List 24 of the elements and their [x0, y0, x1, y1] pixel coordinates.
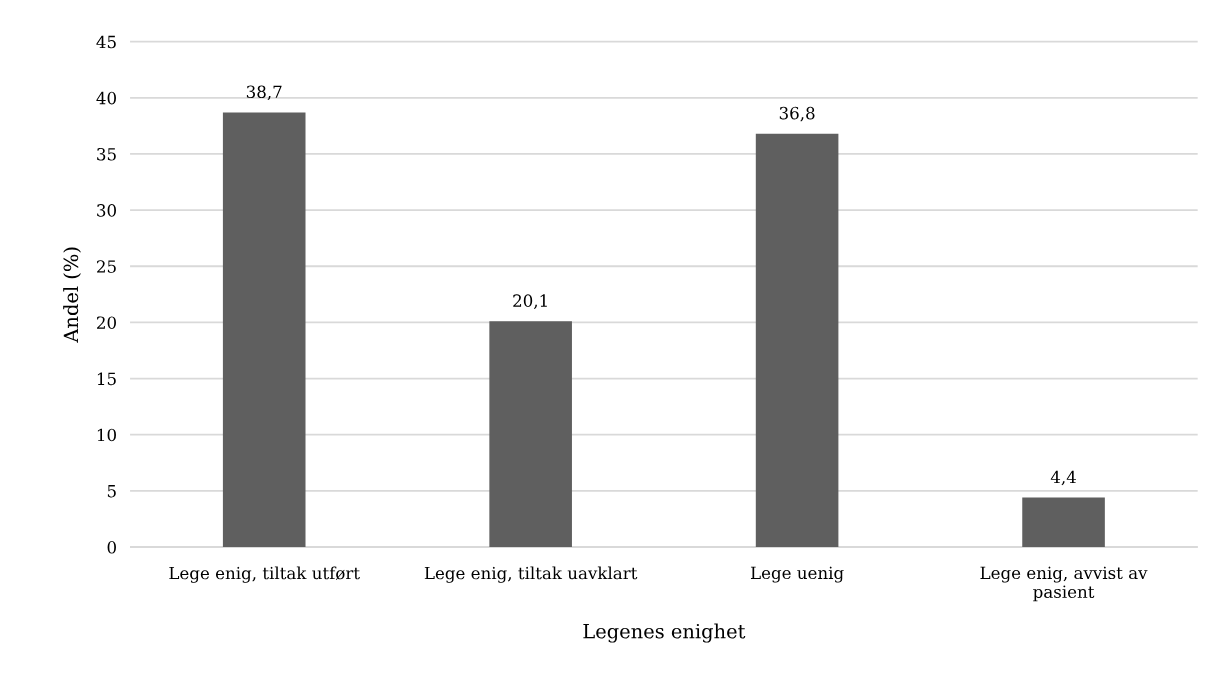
bar [755, 133, 839, 548]
x-tick-label: Lege enig, tiltak utført [169, 566, 360, 583]
y-tick-label: 15 [97, 372, 116, 386]
y-tick-label: 5 [107, 485, 116, 498]
y-tick-label: 10 [97, 428, 116, 442]
bar [1022, 497, 1105, 548]
y-tick-label: 25 [97, 260, 116, 273]
bar [222, 112, 306, 548]
y-tick-label: 20 [97, 316, 116, 329]
x-tick-label: Lege enig, tiltak uavklart [424, 566, 638, 583]
data-label: 38,7 [246, 85, 282, 101]
x-axis-title: Legenes enighet [583, 623, 746, 643]
data-label: 4,4 [1050, 470, 1076, 486]
data-label: 20,1 [513, 294, 547, 309]
y-tick-label: 40 [96, 91, 116, 105]
y-tick-label: 0 [107, 540, 116, 554]
y-axis-title: Andel (%) [63, 247, 81, 343]
y-tick-label: 30 [97, 204, 116, 217]
y-tick-label: 35 [97, 147, 116, 161]
y-tick-label: 45 [96, 35, 116, 49]
data-label: 36,8 [779, 106, 815, 122]
x-tick-label: Lege enig, avvist av pasient [980, 566, 1148, 602]
bar [489, 321, 572, 548]
x-tick-label: Lege uenig [750, 566, 844, 583]
